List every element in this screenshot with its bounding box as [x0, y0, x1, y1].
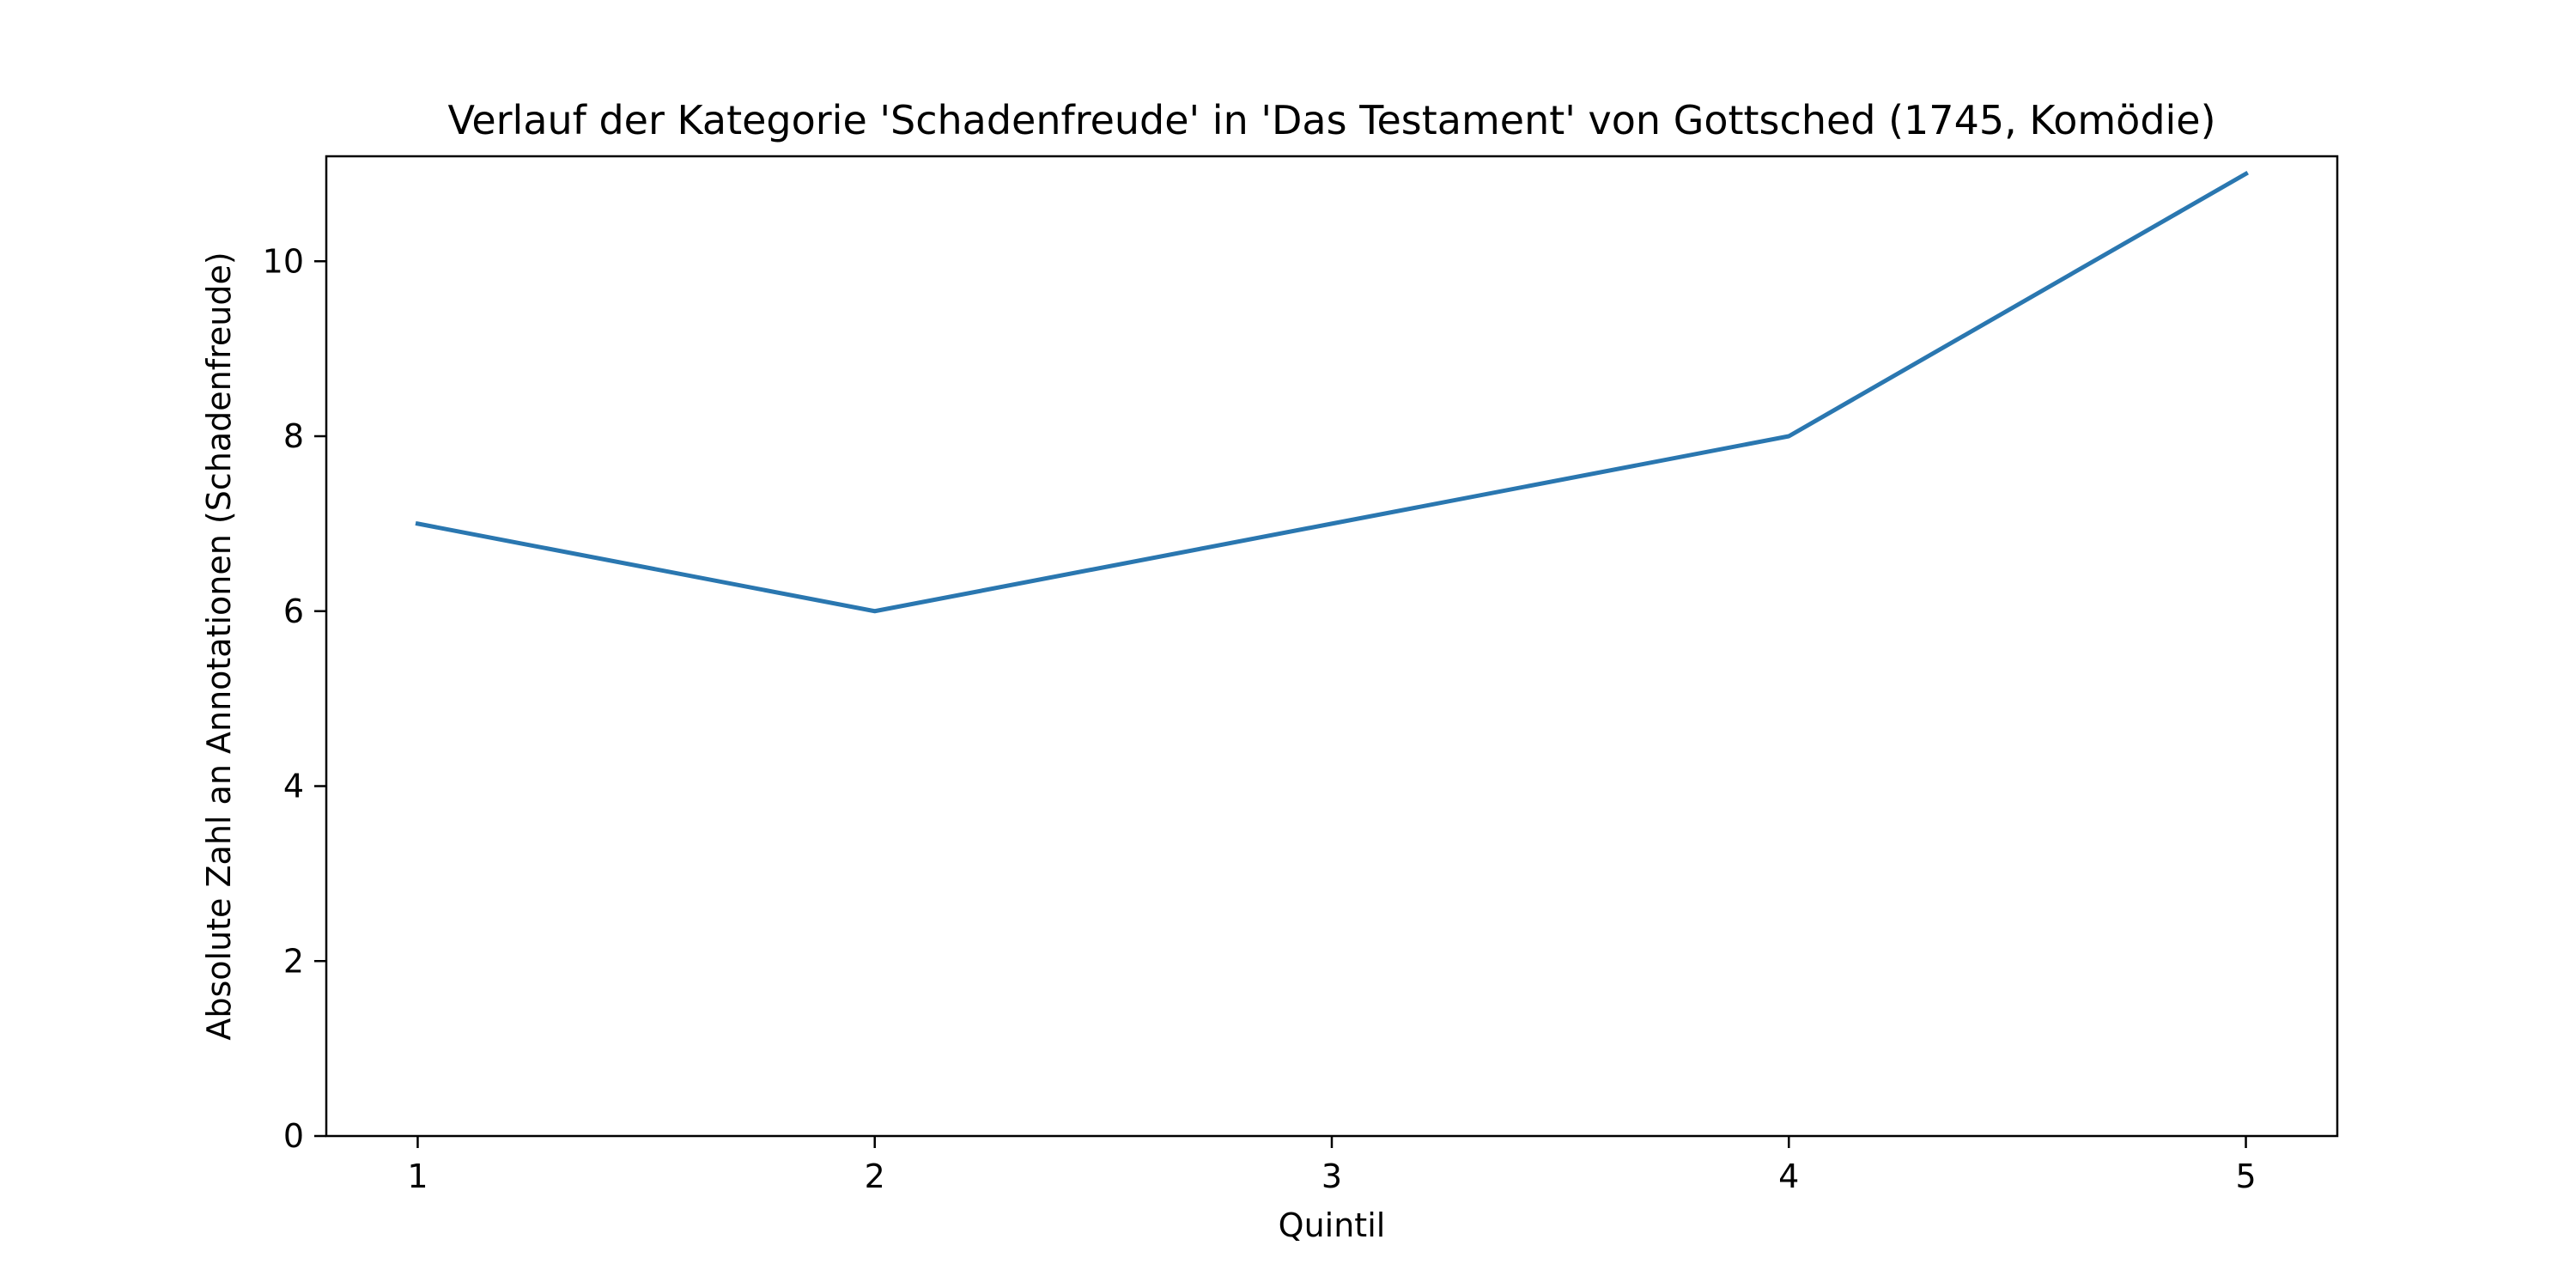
x-tick-label: 2 [865, 1157, 885, 1195]
x-tick-label: 4 [1778, 1157, 1799, 1195]
chart-title: Verlauf der Kategorie 'Schadenfreude' in… [447, 97, 2215, 143]
plot-area-frame [325, 155, 2339, 1138]
x-axis-label: Quintil [1279, 1206, 1386, 1244]
y-tick-label: 2 [283, 942, 304, 980]
y-tick-label: 4 [283, 768, 304, 805]
y-tick-label: 10 [263, 242, 304, 280]
y-axis-label: Absolute Zahl an Annotationen (Schadenfr… [200, 252, 238, 1040]
y-tick-label: 6 [283, 592, 304, 630]
y-tick-label: 0 [283, 1117, 304, 1155]
x-tick-label: 1 [407, 1157, 428, 1195]
series-line [415, 170, 2249, 614]
ticks-layer: 1 2 3 4 5 0 2 4 6 8 10 [263, 242, 2257, 1195]
x-tick-label: 5 [2235, 1157, 2256, 1195]
y-tick-label: 8 [283, 417, 304, 455]
x-tick-label: 3 [1321, 1157, 1342, 1195]
